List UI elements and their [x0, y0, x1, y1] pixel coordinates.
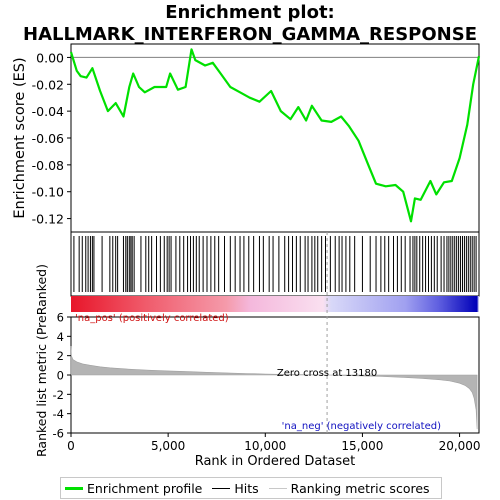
- xtick-label: 15,000: [341, 439, 383, 453]
- es-ylabel: Enrichment score (ES): [12, 57, 28, 218]
- legend-item-es: Enrichment profile: [65, 481, 202, 496]
- metric-ytick-label: 6: [57, 311, 64, 325]
- metric-ylabel: Ranked list metric (PreRanked): [34, 264, 49, 457]
- xtick-label: 10,000: [244, 439, 286, 453]
- xtick-label: 0: [67, 439, 75, 453]
- es-ytick-label: -0.12: [32, 212, 64, 227]
- zero-cross-label: Zero cross at 13180: [277, 368, 377, 379]
- es-panel-frame: [70, 43, 480, 233]
- pos-corr-label: 'na_pos' (positively correlated): [75, 313, 229, 324]
- es-ytick-label: -0.06: [32, 131, 64, 146]
- legend-swatch-metric: [268, 487, 287, 489]
- es-ytick-label: 0.00: [36, 50, 64, 65]
- legend-label-hits: Hits: [234, 480, 259, 496]
- metric-ytick-label: -4: [53, 407, 64, 421]
- chart-title-line1: Enrichment plot:: [165, 2, 335, 23]
- metric-ytick-label: -6: [53, 427, 64, 441]
- metric-ytick-label: 0: [57, 369, 64, 383]
- legend: Enrichment profile Hits Ranking metric s…: [60, 477, 442, 499]
- rank-color-bar: [71, 296, 479, 312]
- legend-swatch-es: [65, 486, 83, 490]
- es-ytick-label: -0.10: [32, 185, 64, 200]
- es-ytick-label: -0.04: [32, 104, 64, 119]
- legend-label-es: Enrichment profile: [87, 480, 203, 496]
- es-ytick-label: -0.08: [32, 158, 64, 173]
- xtick-label: 20,000: [439, 439, 481, 453]
- legend-item-hits: Hits: [212, 480, 259, 496]
- hits-panel-frame: [70, 231, 480, 297]
- neg-corr-label: 'na_neg' (negatively correlated): [282, 421, 441, 432]
- chart-title-line2: HALLMARK_INTERFERON_GAMMA_RESPONSE: [23, 24, 477, 45]
- legend-swatch-hits: [212, 487, 231, 489]
- es-profile-line: [69, 48, 481, 223]
- metric-area: [70, 345, 478, 430]
- metric-ytick-label: 2: [57, 349, 64, 363]
- legend-label-metric: Ranking metric scores: [290, 480, 430, 496]
- x-axis-label: Rank in Ordered Dataset: [195, 454, 356, 469]
- metric-ytick-label: 4: [57, 330, 64, 344]
- legend-item-metric: Ranking metric scores: [268, 480, 430, 496]
- es-ytick-label: -0.02: [32, 77, 64, 92]
- xtick-label: 5,000: [151, 439, 185, 453]
- metric-ytick-label: -2: [53, 388, 64, 402]
